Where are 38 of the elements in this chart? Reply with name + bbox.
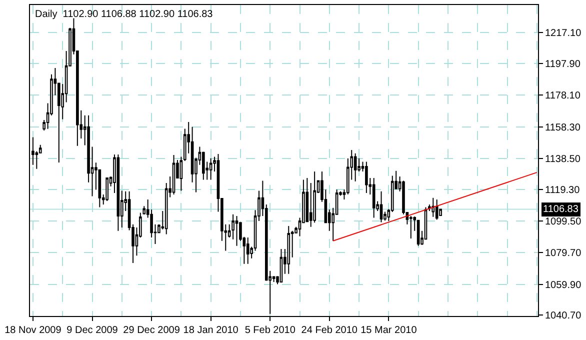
y-tick-label: 1040.70 (545, 310, 582, 322)
x-tick-label: 9 Dec 2009 (66, 325, 118, 336)
candlestick (380, 190, 383, 223)
y-tick-label: 1059.90 (545, 280, 582, 291)
y-tick-label: 1197.90 (545, 58, 581, 70)
candlestick (209, 158, 212, 180)
x-tick-label: 29 Dec 2009 (123, 325, 180, 336)
x-tick-label: 24 Feb 2010 (301, 325, 358, 336)
x-tick-label: 15 Mar 2010 (360, 325, 418, 336)
y-tick-label: 1099.50 (545, 216, 582, 228)
candlestick (313, 170, 316, 224)
candlestick (202, 151, 205, 180)
y-tick-label: 1158.30 (545, 122, 581, 134)
y-tick-label: 1119.30 (545, 184, 580, 196)
candlestick (32, 136, 34, 166)
chart-title: Daily 1102.90 1106.88 1102.90 1106.83 (35, 9, 214, 20)
x-tick-label: 5 Feb 2010 (244, 325, 296, 336)
y-tick-label: 1217.10 (545, 28, 582, 40)
candlestick (372, 178, 376, 218)
ref-line-label: 1106.83 (543, 204, 579, 215)
candlestick (287, 225, 290, 274)
x-tick-label: 18 Jan 2010 (183, 325, 239, 336)
y-tick-label: 1138.50 (545, 154, 581, 165)
candlestick (410, 216, 412, 239)
y-tick-label: 1178.10 (545, 90, 581, 102)
candlestick (432, 197, 435, 218)
candlestick (365, 161, 368, 194)
y-tick-label: 1079.70 (545, 248, 582, 260)
candlestick (435, 199, 438, 220)
x-tick-label: 18 Nov 2009 (4, 325, 62, 336)
candlestick (116, 154, 120, 232)
candlestick (354, 152, 357, 182)
candlestick (280, 248, 283, 283)
candlestick (106, 178, 108, 202)
candlestick (172, 154, 176, 196)
candlestick (235, 216, 238, 246)
candlestick (180, 156, 183, 192)
candlestick (246, 236, 250, 264)
